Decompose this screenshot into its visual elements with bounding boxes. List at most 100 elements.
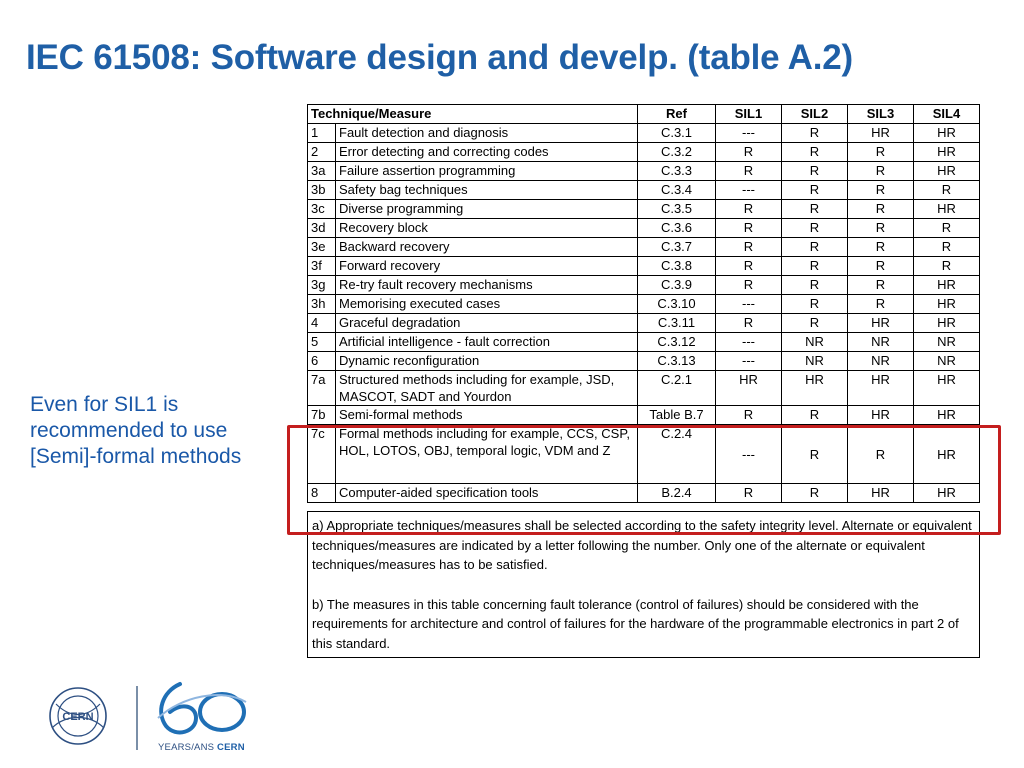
row-sil3: HR <box>847 123 914 143</box>
row-ref: C.3.3 <box>637 161 716 181</box>
row-technique-text: Graceful degradation <box>339 315 461 330</box>
note-b: b) The measures in this table concerning… <box>312 596 959 651</box>
row-technique: Memorising executed cases <box>335 294 638 314</box>
row-sil3: R <box>847 294 914 314</box>
row-number: 3g <box>307 275 336 295</box>
row-technique-text: Error detecting and correcting codes <box>339 144 549 159</box>
row-sil4: HR <box>913 161 980 181</box>
row-number: 3h <box>307 294 336 314</box>
row-number: 3d <box>307 218 336 238</box>
table-row: 3b Safety bag techniques C.3.4 --- R R R <box>307 180 980 200</box>
row-technique: Artificial intelligence - fault correcti… <box>335 332 638 352</box>
cern-logo-text: CERN <box>62 711 93 723</box>
row-ref: C.3.7 <box>637 237 716 257</box>
row-technique-text: Formal methods including for example, CC… <box>339 426 630 458</box>
row-sil3: NR <box>847 351 914 371</box>
row-number: 7c <box>307 424 336 484</box>
row-sil1: R <box>715 142 782 162</box>
row-sil2: R <box>781 142 848 162</box>
row-technique: Semi-formal methods <box>335 405 638 425</box>
table-row: 3d Recovery block C.3.6 R R R R <box>307 218 980 238</box>
row-sil2: R <box>781 294 848 314</box>
table-row: 3h Memorising executed cases C.3.10 --- R R HR <box>307 294 980 314</box>
logo-divider <box>136 686 138 750</box>
row-sil2: R <box>781 256 848 276</box>
row-number: 2 <box>307 142 336 162</box>
row-technique: Formal methods including for example, CC… <box>335 424 638 484</box>
slide-title: IEC 61508: Software design and develp. (… <box>26 38 853 77</box>
row-sil4: HR <box>913 424 980 484</box>
row-technique: Safety bag techniques <box>335 180 638 200</box>
row-technique-text: Safety bag techniques <box>339 182 468 197</box>
row-sil2: R <box>781 405 848 425</box>
row-number: 3a <box>307 161 336 181</box>
row-sil3: HR <box>847 405 914 425</box>
row-technique-text: Diverse programming <box>339 201 464 216</box>
row-sil3: R <box>847 199 914 219</box>
row-technique: Graceful degradation <box>335 313 638 333</box>
row-sil2: R <box>781 237 848 257</box>
row-number: 7a <box>307 370 336 406</box>
row-sil1: --- <box>715 294 782 314</box>
row-ref: Table B.7 <box>637 405 716 425</box>
row-sil4: R <box>913 218 980 238</box>
table-notes-row: a) Appropriate techniques/measures shall… <box>307 511 980 658</box>
row-sil3: R <box>847 142 914 162</box>
row-sil3: R <box>847 218 914 238</box>
row-sil2: R <box>781 313 848 333</box>
table-row: 8 Computer-aided specification tools B.2.4… <box>307 483 980 503</box>
table-row: 7c Formal methods including for example, … <box>307 424 980 484</box>
table-row: 6 Dynamic reconfiguration C.3.13 --- NR NR NR <box>307 351 980 371</box>
row-ref: C.3.9 <box>637 275 716 295</box>
row-sil1: R <box>715 405 782 425</box>
table-row: 5 Artificial intelligence - fault correct… <box>307 332 980 352</box>
header-sil1: SIL1 <box>715 104 782 124</box>
row-sil3: R <box>847 256 914 276</box>
row-technique-text: Fault detection and diagnosis <box>339 125 509 140</box>
row-number: 3c <box>307 199 336 219</box>
cern-logo: CERN <box>49 687 107 745</box>
techniques-table: Technique/Measure Ref SIL1 SIL2 SIL3 SIL… <box>307 104 980 658</box>
row-sil1: R <box>715 199 782 219</box>
row-technique-text: Artificial intelligence - fault correcti… <box>339 334 550 349</box>
row-sil3: R <box>847 275 914 295</box>
header-sil3: SIL3 <box>847 104 914 124</box>
row-sil3: R <box>847 180 914 200</box>
row-technique-text: Failure assertion programming <box>339 163 516 178</box>
caption-brand: CERN <box>217 742 245 753</box>
row-sil1: R <box>715 237 782 257</box>
row-technique: Diverse programming <box>335 199 638 219</box>
anniversary-60-logo <box>157 682 247 735</box>
row-ref: C.3.13 <box>637 351 716 371</box>
row-sil4: HR <box>913 123 980 143</box>
row-number: 3f <box>307 256 336 276</box>
note-a: a) Appropriate techniques/measures shall… <box>312 518 972 572</box>
row-technique: Backward recovery <box>335 237 638 257</box>
row-technique: Forward recovery <box>335 256 638 276</box>
row-sil1: --- <box>715 123 782 143</box>
row-sil3: NR <box>847 332 914 352</box>
table-row: 3a Failure assertion programming C.3.3 R R R H… <box>307 161 980 181</box>
row-sil3: HR <box>847 370 914 406</box>
table-row: 1 Fault detection and diagnosis C.3.1 --- R H… <box>307 123 980 143</box>
row-technique: Recovery block <box>335 218 638 238</box>
row-technique-text: Semi-formal methods <box>339 407 463 422</box>
header-sil2: SIL2 <box>781 104 848 124</box>
row-sil1: R <box>715 161 782 181</box>
table-row: 3c Diverse programming C.3.5 R R R HR <box>307 199 980 219</box>
row-sil1: --- <box>715 180 782 200</box>
row-sil4: HR <box>913 199 980 219</box>
row-sil4: HR <box>913 142 980 162</box>
highlight-box <box>287 425 1001 535</box>
header-ref: Ref <box>637 104 716 124</box>
row-number: 5 <box>307 332 336 352</box>
table-row: 7b Semi-formal methods Table B.7 R R HR HR <box>307 405 980 425</box>
row-ref: C.3.5 <box>637 199 716 219</box>
table-row: 2 Error detecting and correcting codes C.3… <box>307 142 980 162</box>
row-technique-text: Structured methods including for example… <box>339 372 615 404</box>
row-sil2: NR <box>781 351 848 371</box>
row-sil1: R <box>715 313 782 333</box>
table-row: 3f Forward recovery C.3.8 R R R R <box>307 256 980 276</box>
row-sil2: R <box>781 199 848 219</box>
row-sil2: NR <box>781 332 848 352</box>
